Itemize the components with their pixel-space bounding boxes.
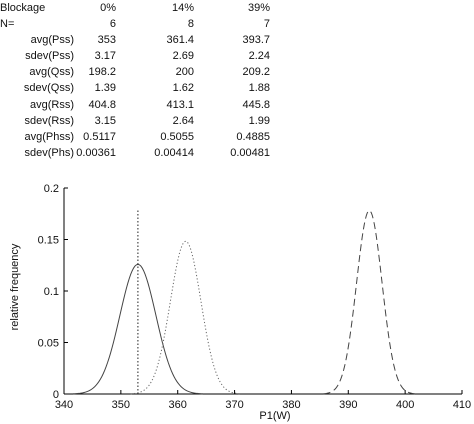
stats-cell: 0.5117 xyxy=(83,131,116,143)
stats-row-label: avg(Qss) xyxy=(29,66,74,78)
stats-row: avg(Qss) 198.2 200 209.2 xyxy=(0,64,474,80)
y-axis-label: relative frequency xyxy=(9,243,21,330)
stats-cell: 0.5055 xyxy=(160,131,194,143)
stats-row: sdev(Qss) 1.39 1.62 1.88 xyxy=(0,80,474,96)
x-tick-label: 360 xyxy=(169,399,187,411)
x-tick-label: 380 xyxy=(282,399,300,411)
x-tick-label: 400 xyxy=(396,399,414,411)
x-tick-label: 340 xyxy=(55,399,73,411)
stats-row-label: avg(Phss) xyxy=(24,131,74,143)
stats-cell: 1.99 xyxy=(248,115,270,127)
stats-row: avg(Rss) 404.8 413.1 445.8 xyxy=(0,97,474,113)
stats-cell: 0% xyxy=(100,2,116,14)
stats-cell: 445.8 xyxy=(242,99,270,111)
y-tick-label: 0.2 xyxy=(44,183,59,195)
x-tick-label: 350 xyxy=(112,399,130,411)
stats-row: sdev(Pss) 3.17 2.69 2.24 xyxy=(0,48,474,64)
stats-cell: 413.1 xyxy=(166,99,194,111)
stats-cell: 1.39 xyxy=(94,82,116,94)
stats-row-label: sdev(Rss) xyxy=(24,115,74,127)
stats-row-label: N= xyxy=(0,18,15,30)
x-tick-label: 370 xyxy=(225,399,243,411)
stats-row: avg(Pss) 353 361.4 393.7 xyxy=(0,32,474,48)
y-tick-label: 0.15 xyxy=(38,235,59,247)
stats-row-label: avg(Pss) xyxy=(30,34,74,46)
stats-cell: 361.4 xyxy=(166,34,194,46)
stats-row-label: Blockage xyxy=(0,2,46,14)
stats-cell: 3.17 xyxy=(94,50,116,62)
stats-cell: 39% xyxy=(247,2,270,14)
stats-cell: 198.2 xyxy=(88,66,116,78)
stats-cell: 1.88 xyxy=(248,82,270,94)
stats-cell: 393.7 xyxy=(242,34,270,46)
stats-cell: 209.2 xyxy=(242,66,270,78)
stats-row: sdev(Rss) 3.15 2.64 1.99 xyxy=(0,113,474,129)
stats-cell: 0.00414 xyxy=(154,147,194,159)
series-line-1 xyxy=(73,263,203,395)
stats-row: N= 6 8 7 xyxy=(0,16,474,32)
stats-row: Blockage 0% 14% 39% xyxy=(0,0,474,16)
stats-cell: 200 xyxy=(175,66,194,78)
stats-cell: 14% xyxy=(171,2,194,14)
stats-row-label: sdev(Phs) xyxy=(24,147,74,159)
series-line-3 xyxy=(323,209,416,395)
y-tick-label: 0 xyxy=(53,389,59,401)
stats-cell: 3.15 xyxy=(94,115,116,127)
stats-cell: 2.24 xyxy=(248,50,270,62)
y-tick-label: 0.1 xyxy=(44,286,59,298)
y-tick-label: 0.05 xyxy=(38,338,59,350)
stats-cell: 0.4885 xyxy=(236,131,270,143)
stats-cell: 0.00481 xyxy=(230,147,270,159)
stats-row-label: avg(Rss) xyxy=(29,99,74,111)
stats-row-label: sdev(Pss) xyxy=(25,50,74,62)
stats-cell: 1.62 xyxy=(172,82,194,94)
x-tick-label: 410 xyxy=(453,399,471,411)
stats-cell: 353 xyxy=(97,34,116,46)
stats-row-label: sdev(Qss) xyxy=(23,82,74,94)
statistics-table: Blockage 0% 14% 39% N= 6 8 7 avg(Pss) 353 361.4 393… xyxy=(0,0,474,160)
stats-cell: 6 xyxy=(109,18,116,30)
stats-row: sdev(Phs) 0.00361 0.00414 0.00481 xyxy=(0,145,474,161)
stats-cell: 404.8 xyxy=(88,99,116,111)
stats-cell: 7 xyxy=(263,18,270,30)
x-axis-label: P1(W) xyxy=(259,410,290,422)
stats-cell: 2.64 xyxy=(172,115,194,127)
series-line-2 xyxy=(130,240,241,395)
stats-cell: 0.00361 xyxy=(76,147,116,159)
x-tick-label: 390 xyxy=(339,399,357,411)
stats-cell: 2.69 xyxy=(172,50,194,62)
stats-cell: 8 xyxy=(187,18,194,30)
stats-row: avg(Phss) 0.5117 0.5055 0.4885 xyxy=(0,129,474,145)
